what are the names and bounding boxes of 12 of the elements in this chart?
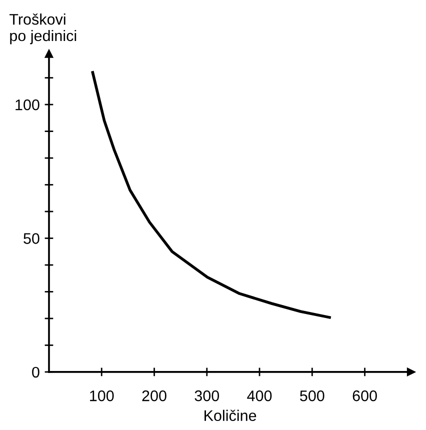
line-series bbox=[91, 71, 331, 319]
x-tick-label: 500 bbox=[300, 390, 324, 402]
y-tick-label: 100 bbox=[16, 99, 40, 110]
y-tick-label: 0 bbox=[32, 366, 40, 378]
x-tick-label: 400 bbox=[247, 390, 272, 402]
y-axis-title: Troškovi po jedinici bbox=[10, 13, 76, 44]
x-tick-label: 300 bbox=[194, 390, 220, 402]
x-tick-label: 200 bbox=[142, 390, 166, 402]
x-tick-label: 100 bbox=[90, 390, 114, 402]
y-tick-label: 50 bbox=[24, 233, 40, 244]
x-axis-title: Količine bbox=[204, 410, 256, 422]
x-tick-label: 600 bbox=[352, 390, 377, 402]
